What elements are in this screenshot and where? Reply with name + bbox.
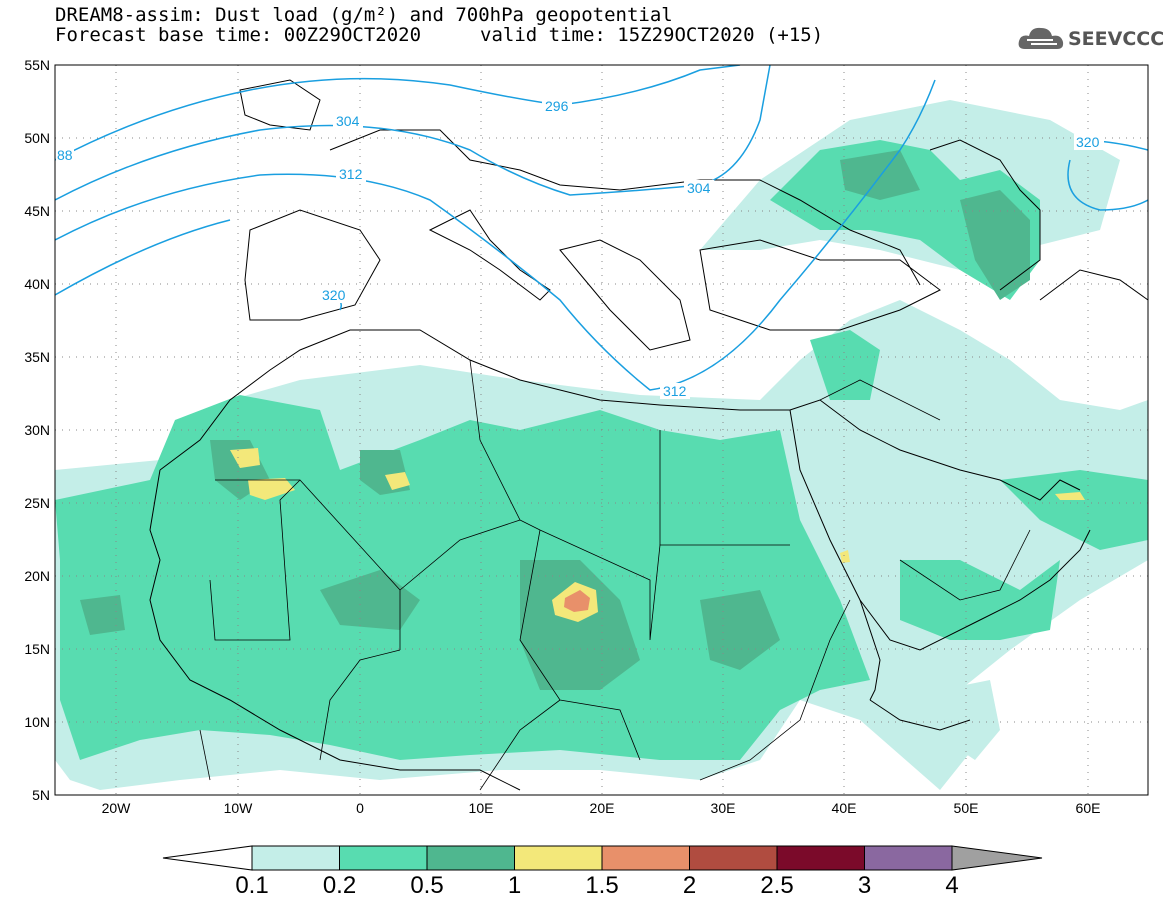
coastlines (149, 79, 1148, 791)
latitude-labels: 55N 50N 45N 40N 35N 30N 25N 20N 15N 10N … (24, 57, 50, 803)
lon-label: 10E (469, 800, 494, 816)
colorbar-cell (426, 845, 515, 871)
lon-label: 20E (590, 800, 615, 816)
lat-label: 25N (24, 495, 50, 511)
dust-layer-peak (564, 590, 590, 612)
lat-label: 15N (24, 641, 50, 657)
contour-label: 304 (336, 113, 360, 129)
lat-label: 40N (24, 276, 50, 292)
lat-label: 45N (24, 203, 50, 219)
longitude-labels: 20W 10W 0 10E 20E 30E 40E 50E 60E (102, 800, 1101, 816)
colorbar-over-arrow (951, 845, 1043, 871)
seevccc-logo: SEEVCCC (1017, 24, 1164, 54)
map-frame (54, 64, 1149, 796)
colorbar-label: 1 (508, 872, 521, 899)
lon-label: 40E (832, 800, 857, 816)
colorbar-cell (776, 845, 865, 871)
colorbar-cell (601, 845, 690, 871)
dust-layer-high (230, 448, 1085, 622)
lon-label: 30E (711, 800, 736, 816)
colorbar-label: 4 (945, 872, 958, 899)
forecast-base-time: Forecast base time: 00Z29OCT2020 (55, 24, 422, 46)
colorbar: 0.1 0.2 0.5 1 1.5 2 2.5 3 4 (162, 845, 1043, 899)
colorbar-label: 0.2 (323, 872, 356, 899)
lat-label: 30N (24, 422, 50, 438)
colorbar-cell (864, 845, 953, 871)
contour-label: 88 (57, 147, 73, 163)
lon-label: 60E (1076, 800, 1101, 816)
colorbar-label: 3 (858, 872, 871, 899)
contour-label: 320 (322, 287, 346, 303)
map-title: DREAM8-assim: Dust load (g/m²) and 700hP… (55, 4, 673, 26)
lon-label: 50E (954, 800, 979, 816)
contour-label: 312 (339, 166, 363, 182)
contour-label: 312 (663, 383, 687, 399)
contour-label: 304 (687, 180, 711, 196)
colorbar-cell (339, 845, 428, 871)
colorbar-label: 2 (683, 872, 696, 899)
logo-text: SEEVCCC (1068, 28, 1165, 50)
lon-label: 0 (356, 800, 364, 816)
colorbar-under-arrow (162, 845, 253, 871)
lat-label: 50N (24, 130, 50, 146)
colorbar-label: 0.5 (410, 872, 443, 899)
contour-label: 296 (545, 98, 569, 114)
colorbar-labels: 0.1 0.2 0.5 1 1.5 2 2.5 3 4 (235, 872, 958, 899)
dust-layer-dense (80, 150, 1030, 690)
lat-label: 5N (32, 787, 50, 803)
colorbar-cells (251, 845, 953, 871)
lon-label: 20W (102, 800, 132, 816)
contour-label: 320 (1076, 134, 1100, 150)
colorbar-label: 1.5 (585, 872, 618, 899)
cloud-logo-icon (1018, 27, 1064, 49)
lon-label: 10W (224, 800, 254, 816)
lat-label: 10N (24, 714, 50, 730)
lat-label: 20N (24, 568, 50, 584)
valid-time: valid time: 15Z29OCT2020 (+15) (480, 24, 824, 46)
colorbar-cell (251, 845, 340, 871)
lat-label: 35N (24, 349, 50, 365)
colorbar-label: 2.5 (760, 872, 793, 899)
country-borders (199, 359, 1031, 791)
graticule (55, 65, 1148, 795)
colorbar-cell (514, 845, 603, 871)
colorbar-label: 0.1 (235, 872, 268, 899)
lat-label: 55N (24, 57, 50, 73)
contour-label-group: 296 304 304 312 312 320 320 88 (56, 98, 1104, 399)
colorbar-cell (689, 845, 778, 871)
